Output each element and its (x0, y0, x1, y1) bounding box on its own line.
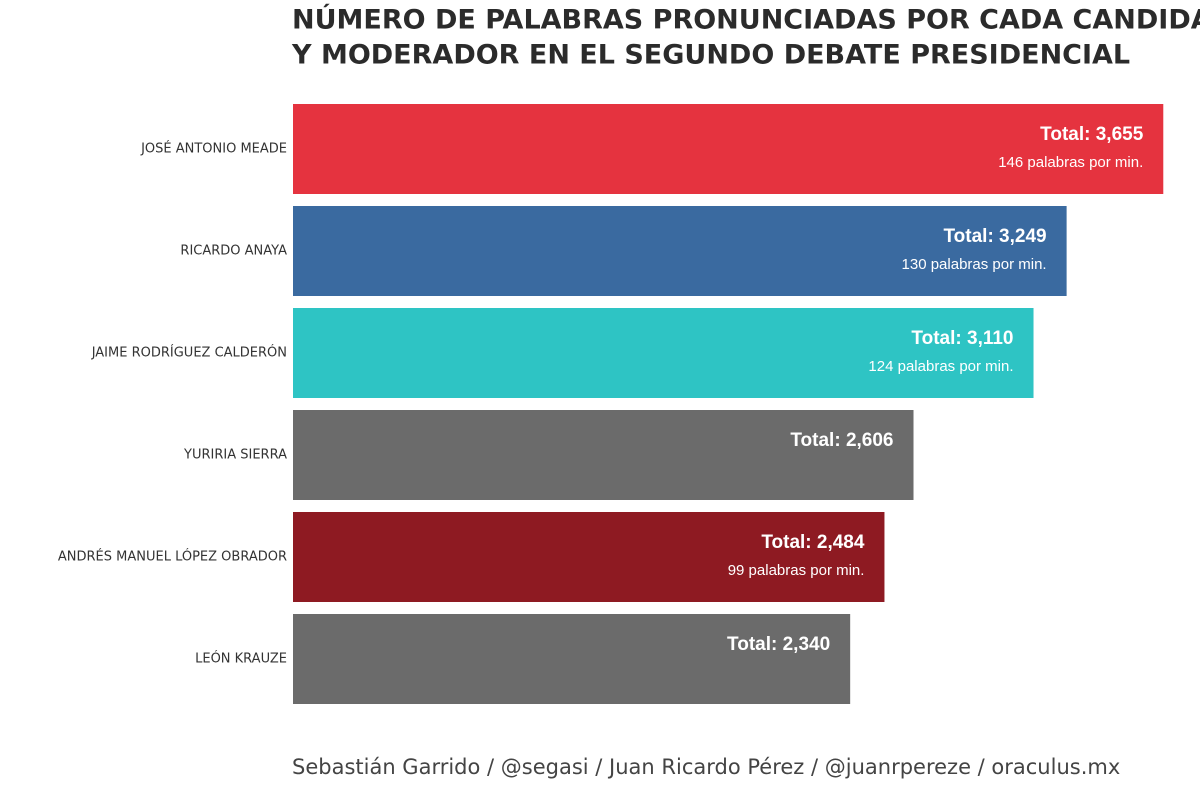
rate-label: 99 palabras por min. (728, 562, 865, 579)
value-label: Total: 2,340 (727, 634, 830, 655)
bar (293, 206, 1067, 296)
rate-label: 124 palabras por min. (868, 358, 1013, 375)
value-label: Total: 2,484 (761, 532, 865, 553)
chart-title: NÚMERO DE PALABRAS PRONUNCIADAS POR CADA… (292, 4, 1200, 36)
category-label: LEÓN KRAUZE (195, 651, 287, 667)
bar (293, 104, 1164, 194)
rate-label: 146 palabras por min. (998, 154, 1143, 171)
value-label: Total: 2,606 (790, 430, 893, 451)
bar (293, 614, 851, 704)
bar (293, 410, 914, 500)
rate-label: 130 palabras por min. (902, 256, 1047, 273)
chart-title: Y MODERADOR EN EL SEGUNDO DEBATE PRESIDE… (291, 40, 1130, 71)
category-label: YURIRIA SIERRA (183, 448, 287, 463)
category-label: ANDRÉS MANUEL LÓPEZ OBRADOR (58, 549, 287, 565)
value-label: Total: 3,655 (1040, 124, 1144, 145)
value-label: Total: 3,110 (911, 328, 1013, 349)
bar (293, 308, 1034, 398)
category-label: JOSÉ ANTONIO MEADE (140, 141, 287, 157)
category-label: RICARDO ANAYA (180, 244, 287, 259)
source: Sebastián Garrido / @segasi / Juan Ricar… (292, 755, 1120, 779)
category-label: JAIME RODRÍGUEZ CALDERÓN (91, 345, 287, 361)
bar (293, 512, 885, 602)
value-label: Total: 3,249 (943, 226, 1046, 247)
